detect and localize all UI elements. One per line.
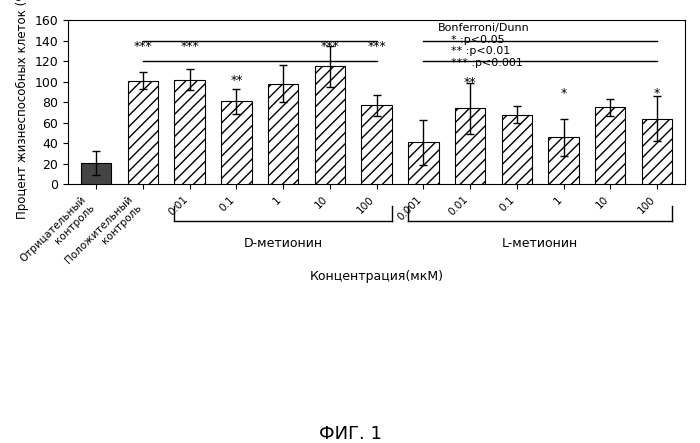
Text: L-метионин: L-метионин xyxy=(502,237,578,250)
Bar xyxy=(361,105,392,184)
Text: * :p<0.05: * :p<0.05 xyxy=(451,35,504,45)
Bar xyxy=(128,81,158,184)
Text: ***: *** xyxy=(134,40,153,53)
Bar xyxy=(642,119,672,184)
Text: **: ** xyxy=(230,74,243,87)
Text: ***: *** xyxy=(321,40,340,53)
Text: D-метионин: D-метионин xyxy=(244,237,323,250)
Text: ФИГ. 1: ФИГ. 1 xyxy=(318,425,382,443)
Text: *: * xyxy=(654,87,660,100)
Text: ***: *** xyxy=(181,40,199,53)
Bar xyxy=(268,84,298,184)
Bar xyxy=(455,109,485,184)
Bar xyxy=(502,115,532,184)
Text: *: * xyxy=(561,87,566,100)
Text: Bonferroni/Dunn: Bonferroni/Dunn xyxy=(438,23,530,33)
Bar xyxy=(174,80,205,184)
Text: Концентрация(мкМ): Концентрация(мкМ) xyxy=(309,270,444,283)
Bar xyxy=(221,101,251,184)
Y-axis label: Процент жизнеспособных клеток (%): Процент жизнеспособных клеток (%) xyxy=(16,0,29,219)
Text: ***: *** xyxy=(368,40,386,53)
Bar xyxy=(81,163,111,184)
Text: ** :p<0.01: ** :p<0.01 xyxy=(451,47,510,56)
Bar xyxy=(315,66,345,184)
Bar xyxy=(595,107,625,184)
Bar xyxy=(548,137,579,184)
Text: *** :p<0.001: *** :p<0.001 xyxy=(451,58,522,68)
Text: **: ** xyxy=(464,76,476,89)
Bar xyxy=(408,142,438,184)
